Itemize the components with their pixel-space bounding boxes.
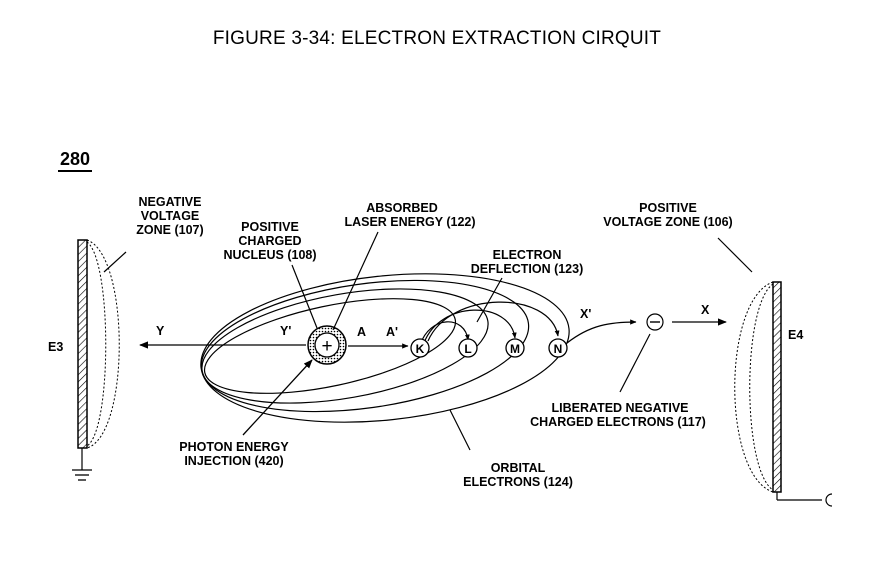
labels: NEGATIVE VOLTAGE ZONE (107) POSITIVE CHA… bbox=[48, 195, 803, 489]
e4-label: E4 bbox=[788, 328, 803, 342]
positive-zone-label-2: VOLTAGE ZONE (106) bbox=[603, 215, 732, 229]
orbital-label-2: ELECTRONS (124) bbox=[463, 475, 573, 489]
electrode-e4-plate bbox=[772, 281, 782, 493]
negative-zone-field bbox=[86, 239, 120, 449]
shell-l-marker bbox=[458, 338, 478, 358]
photon-label-1: PHOTON ENERGY bbox=[179, 440, 289, 454]
flow-arrows bbox=[139, 318, 727, 436]
x-label: X bbox=[701, 303, 710, 317]
shell-k-marker bbox=[410, 338, 430, 358]
nucleus-label-3: NUCLEUS (108) bbox=[223, 248, 316, 262]
shell-m-label: M bbox=[510, 342, 520, 356]
nucleus-label-2: CHARGED bbox=[238, 234, 301, 248]
nucleus-symbol: + bbox=[321, 336, 332, 357]
shell-k-label: K bbox=[416, 342, 425, 356]
leader-negative-zone bbox=[103, 251, 127, 273]
a-prime-label: A' bbox=[386, 325, 398, 339]
shell-markers: K L M N bbox=[410, 338, 568, 358]
positive-zone-field bbox=[734, 281, 774, 493]
output-terminal-icon bbox=[825, 493, 833, 507]
negative-zone-label-3: ZONE (107) bbox=[136, 223, 203, 237]
shell-m-marker bbox=[505, 338, 525, 358]
nucleus: + bbox=[307, 325, 347, 365]
leader-nucleus bbox=[291, 264, 318, 329]
leader-laser bbox=[332, 231, 379, 331]
y-label: Y bbox=[156, 324, 165, 338]
shell-n-marker bbox=[548, 338, 568, 358]
liberated-label-2: CHARGED ELECTRONS (117) bbox=[530, 415, 706, 429]
laser-label-2: LASER ENERGY (122) bbox=[344, 215, 475, 229]
photon-label-2: INJECTION (420) bbox=[184, 454, 283, 468]
orbit-k bbox=[203, 298, 457, 394]
electrode-e4 bbox=[734, 281, 833, 507]
orbits bbox=[200, 273, 570, 423]
a-label: A bbox=[357, 325, 366, 339]
positive-zone-label-1: POSITIVE bbox=[639, 201, 697, 215]
y-prime-label: Y' bbox=[280, 324, 291, 338]
negative-zone-label-2: VOLTAGE bbox=[141, 209, 200, 223]
leader-deflection bbox=[476, 277, 503, 323]
x-prime-label: X' bbox=[580, 307, 591, 321]
laser-label-1: ABSORBED bbox=[366, 201, 438, 215]
leader-orbital bbox=[449, 409, 471, 451]
figure-number: 280 bbox=[58, 148, 93, 172]
deflection-arcs bbox=[419, 301, 560, 346]
liberated-electron bbox=[646, 313, 664, 331]
shell-n-label: N bbox=[554, 342, 563, 356]
figure-title: FIGURE 3-34: ELECTRON EXTRACTION CIRQUIT bbox=[212, 28, 662, 49]
orbit-n bbox=[200, 273, 570, 423]
deflection-label-1: ELECTRON bbox=[493, 248, 562, 262]
electrode-e3-plate bbox=[77, 239, 88, 449]
negative-zone-label-1: NEGATIVE bbox=[139, 195, 202, 209]
orbital-label-1: ORBITAL bbox=[491, 461, 546, 475]
deflection-label-2: DEFLECTION (123) bbox=[471, 262, 584, 276]
leader-liberated bbox=[619, 333, 651, 393]
liberated-label-1: LIBERATED NEGATIVE bbox=[551, 401, 688, 415]
x-prime-arrow bbox=[566, 319, 637, 344]
nucleus-label-1: POSITIVE bbox=[241, 220, 299, 234]
leader-positive-zone bbox=[717, 237, 753, 273]
e3-label: E3 bbox=[48, 340, 63, 354]
shell-l-label: L bbox=[464, 342, 471, 356]
leader-lines bbox=[103, 231, 753, 451]
photon-injection-arrow bbox=[242, 359, 313, 436]
electrode-e3 bbox=[72, 239, 120, 481]
